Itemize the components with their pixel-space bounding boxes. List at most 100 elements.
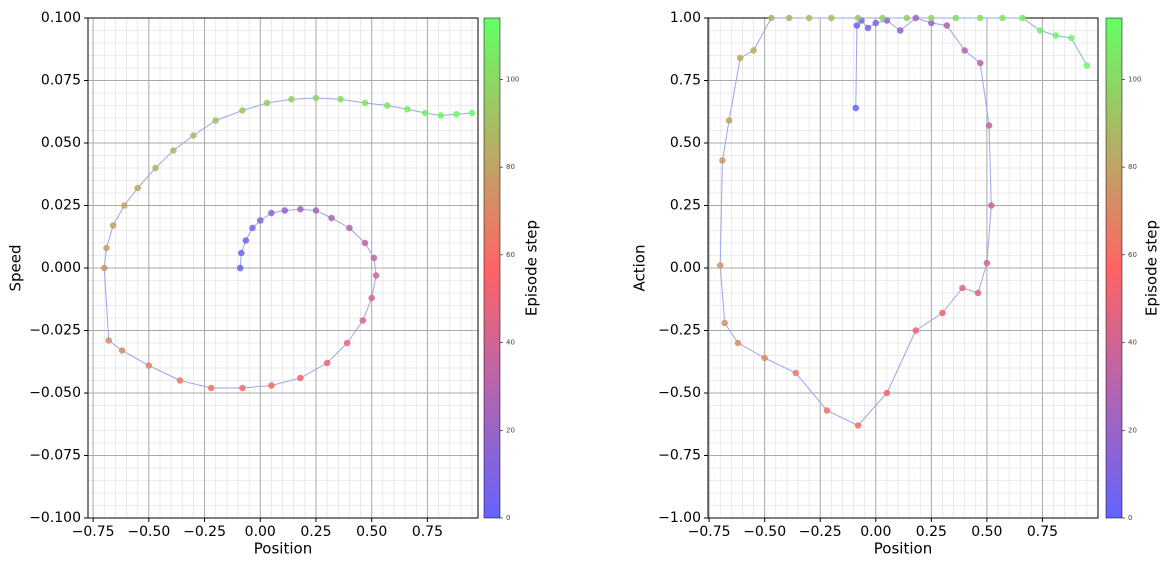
point <box>268 382 275 389</box>
y-tick-label: 0.100 <box>41 10 81 26</box>
x-tick-label: −0.50 <box>743 524 786 540</box>
point <box>1083 62 1091 69</box>
point <box>170 147 177 154</box>
point <box>879 14 886 22</box>
x-tick-label: 0.25 <box>300 524 331 540</box>
point <box>207 384 215 392</box>
x-tick-label: −0.75 <box>72 524 115 540</box>
y-axis-label: Action <box>631 245 649 292</box>
y-tick-label: 0.025 <box>41 198 81 214</box>
x-axis-label: Position <box>254 540 312 558</box>
point <box>721 319 728 327</box>
y-tick-label: 0.075 <box>41 73 81 89</box>
point <box>864 24 872 32</box>
point <box>152 164 159 172</box>
y-tick-label: 0.50 <box>670 135 701 151</box>
colorbar-tick-label: 80 <box>506 163 515 171</box>
point <box>323 359 331 367</box>
x-tick-label: 0.50 <box>971 524 1002 540</box>
y-tick-label: 0.00 <box>670 260 701 276</box>
x-tick-label: 0.75 <box>1027 524 1058 540</box>
x-tick-label: 0.00 <box>245 524 276 540</box>
point <box>361 239 369 247</box>
point <box>988 202 995 209</box>
point <box>959 284 966 292</box>
y-tick-label: 1.00 <box>670 10 701 26</box>
x-tick-label: 0.50 <box>356 524 387 540</box>
point <box>134 184 141 192</box>
point <box>370 254 378 262</box>
point <box>437 112 445 119</box>
point <box>983 259 991 267</box>
point <box>288 96 295 103</box>
point <box>725 117 733 124</box>
point <box>952 14 960 22</box>
colorbar-tick-label: 20 <box>506 426 515 434</box>
x-tick-label: 0.00 <box>860 524 891 540</box>
point <box>176 377 184 384</box>
point <box>361 99 369 107</box>
point <box>785 14 793 22</box>
point <box>976 14 984 22</box>
y-tick-label: 0.000 <box>41 260 81 276</box>
point <box>212 117 219 124</box>
point <box>961 47 968 54</box>
x-axis-label: Position <box>874 540 932 558</box>
point <box>328 214 335 222</box>
point <box>719 157 726 164</box>
point <box>239 384 246 392</box>
point <box>734 339 742 347</box>
point <box>828 14 835 22</box>
colorbar-tick-label: 60 <box>506 251 515 259</box>
point <box>853 22 861 29</box>
colorbar-tick-label: 60 <box>1128 251 1137 259</box>
point <box>823 407 831 414</box>
point <box>939 309 946 317</box>
point <box>118 347 126 354</box>
point <box>805 14 813 22</box>
y-tick-label: −0.100 <box>29 510 81 526</box>
point <box>242 237 250 244</box>
point <box>1036 27 1044 34</box>
point <box>943 22 951 29</box>
point <box>976 59 984 67</box>
point <box>872 19 880 27</box>
point <box>343 339 351 347</box>
point <box>1052 32 1060 39</box>
colorbar-label: Episode step <box>1143 220 1161 316</box>
y-tick-label: −0.025 <box>29 323 81 339</box>
point <box>999 14 1006 22</box>
point <box>1068 34 1075 42</box>
point <box>121 202 128 209</box>
colorbar-label: Episode step <box>523 220 541 316</box>
point <box>372 272 380 279</box>
point <box>854 14 862 22</box>
y-tick-label: −0.25 <box>658 323 701 339</box>
point <box>985 122 993 129</box>
colorbar-tick-label: 40 <box>506 339 515 347</box>
point <box>1019 14 1026 22</box>
x-tick-label: −0.25 <box>799 524 842 540</box>
point <box>337 96 344 103</box>
point <box>312 94 320 102</box>
point <box>750 47 757 54</box>
point <box>101 264 108 272</box>
point <box>896 27 904 34</box>
y-tick-label: −0.50 <box>658 385 701 401</box>
point <box>257 217 264 224</box>
point <box>761 354 768 362</box>
colorbar-tick-label: 40 <box>1128 339 1137 347</box>
y-tick-label: −1.00 <box>658 510 701 526</box>
point <box>912 327 920 334</box>
point <box>384 102 391 109</box>
point <box>768 14 775 22</box>
point <box>145 362 153 369</box>
x-tick-label: −0.75 <box>688 524 731 540</box>
point <box>281 207 289 214</box>
point <box>263 99 271 107</box>
colorbar-tick-label: 20 <box>1128 426 1137 434</box>
colorbar-tick-label: 100 <box>506 75 519 83</box>
point <box>105 337 112 344</box>
point <box>346 224 353 232</box>
point <box>297 206 304 213</box>
